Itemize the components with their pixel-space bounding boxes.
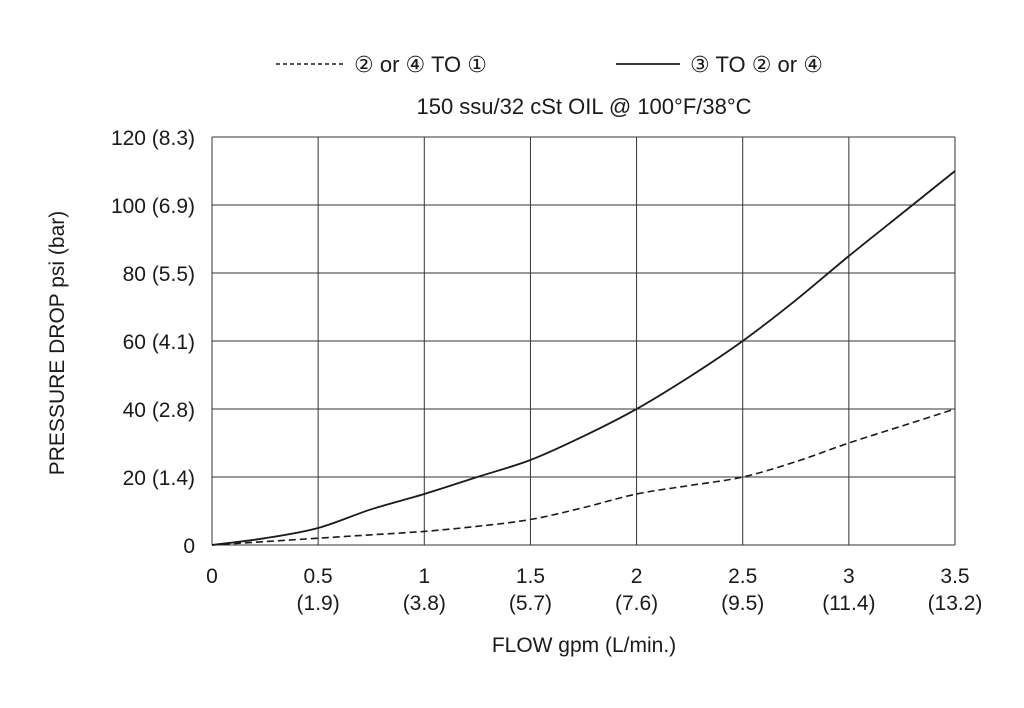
x-tick-label: 3 xyxy=(843,565,855,588)
series-layer xyxy=(211,170,956,546)
x-tick-sublabel: (11.4) xyxy=(822,592,875,615)
grid xyxy=(211,136,956,546)
y-tick-label: 20 (1.4) xyxy=(123,467,195,490)
x-tick-labels: 0 0.5 (1.9) 1 (3.8) 1.5 (5.7) 2 (7.6) 2.5 (9.5) 3 (1… xyxy=(206,565,982,615)
chart-subtitle: 150 ssu/32 cSt OIL @ 100°F/38°C xyxy=(416,94,751,119)
x-tick-sublabel: (7.6) xyxy=(615,592,658,615)
y-tick-label: 120 (8.3) xyxy=(111,127,195,150)
y-axis-label: PRESSURE DROP psi (bar) xyxy=(46,211,69,476)
y-tick-label: 100 (6.9) xyxy=(111,195,195,218)
series-line-dashed xyxy=(211,408,956,546)
y-tick-labels: 0 20 (1.4) 40 (2.8) 60 (4.1) 80 (5.5) 100 (6.… xyxy=(111,127,195,558)
x-tick-sublabel: (13.2) xyxy=(928,592,983,615)
x-tick-label: 1 xyxy=(418,565,430,588)
x-tick-sublabel: (3.8) xyxy=(403,592,446,615)
x-tick-label: 0 xyxy=(206,565,218,588)
x-tick-sublabel: (1.9) xyxy=(297,592,340,615)
x-tick-label: 2.5 xyxy=(728,565,757,588)
legend-label-series-1: ② or ④ TO ① xyxy=(354,52,487,77)
x-tick-label: 0.5 xyxy=(304,565,333,588)
y-tick-label: 80 (5.5) xyxy=(123,263,195,286)
legend: ② or ④ TO ① ③ TO ② or ④ xyxy=(276,52,823,77)
series-line-solid xyxy=(211,170,956,546)
x-axis-label: FLOW gpm (L/min.) xyxy=(492,634,676,657)
y-tick-label: 60 (4.1) xyxy=(123,331,195,354)
x-tick-label: 2 xyxy=(631,565,643,588)
x-tick-label: 1.5 xyxy=(516,565,545,588)
y-tick-label: 40 (2.8) xyxy=(123,399,195,422)
x-tick-sublabel: (5.7) xyxy=(509,592,552,615)
x-tick-sublabel: (9.5) xyxy=(721,592,764,615)
y-tick-label: 0 xyxy=(183,535,195,558)
x-tick-label: 3.5 xyxy=(940,565,969,588)
legend-label-series-2: ③ TO ② or ④ xyxy=(690,52,823,77)
